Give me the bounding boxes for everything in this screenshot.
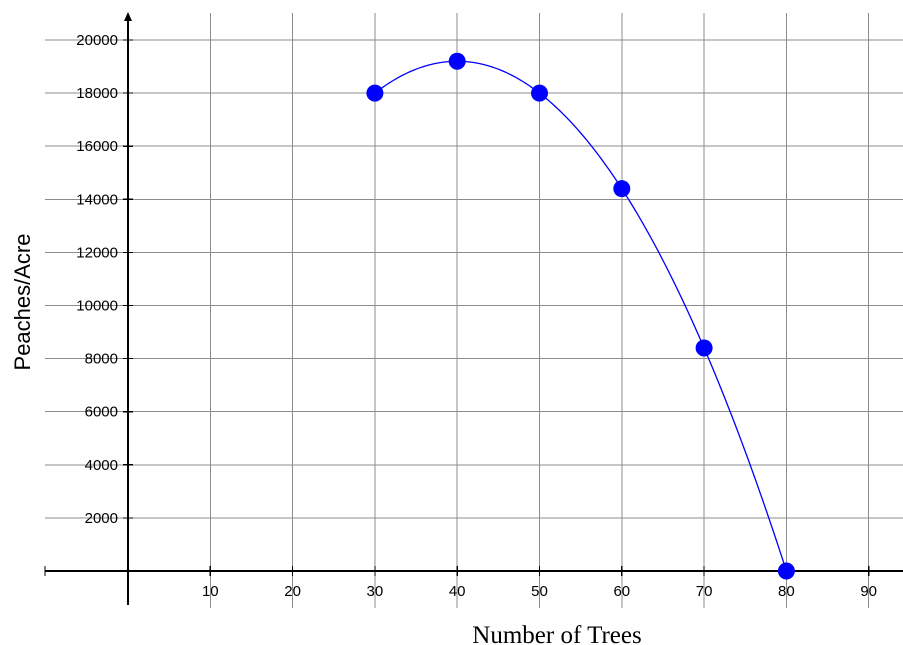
grid [45,13,903,608]
y-tick-label: 8000 [85,351,118,368]
fit-curve-layer [374,60,788,572]
fit-curve [374,60,788,572]
x-tick-label: 80 [778,583,795,600]
x-tick-label: 70 [696,583,713,600]
y-axis-arrow [124,12,132,21]
x-tick-label: 40 [449,583,466,600]
data-point [777,562,795,580]
y-tick-label: 10000 [76,298,118,315]
x-tick-label: 50 [531,583,548,600]
y-tick-label: 20000 [76,32,118,49]
x-tick-label: 10 [202,583,219,600]
axis-titles: Number of Trees Peaches/Acre [10,234,642,645]
y-tick-label: 18000 [76,85,118,102]
x-tick-label: 60 [613,583,630,600]
data-point [531,84,548,102]
ticks: 10 20 30 40 50 60 70 80 90 2000 4000 6000 8000 10000 1… [44,32,877,600]
x-axis-title: Number of Trees [472,622,641,645]
data-points [366,52,795,580]
y-tick-label: 14000 [76,191,118,208]
y-tick-label: 16000 [76,138,118,155]
y-tick-label: 4000 [85,457,118,474]
y-axis-title: Peaches/Acre [10,234,35,371]
data-point [448,52,466,70]
data-point [366,84,384,102]
x-tick-label: 30 [367,583,384,600]
x-tick-label: 90 [860,583,877,600]
x-tick-label: 20 [284,583,301,600]
axes [45,12,903,605]
data-point [695,339,713,357]
y-tick-label: 2000 [85,510,118,527]
y-tick-label: 6000 [85,404,118,421]
y-tick-label: 12000 [76,244,118,261]
data-point [613,180,631,198]
